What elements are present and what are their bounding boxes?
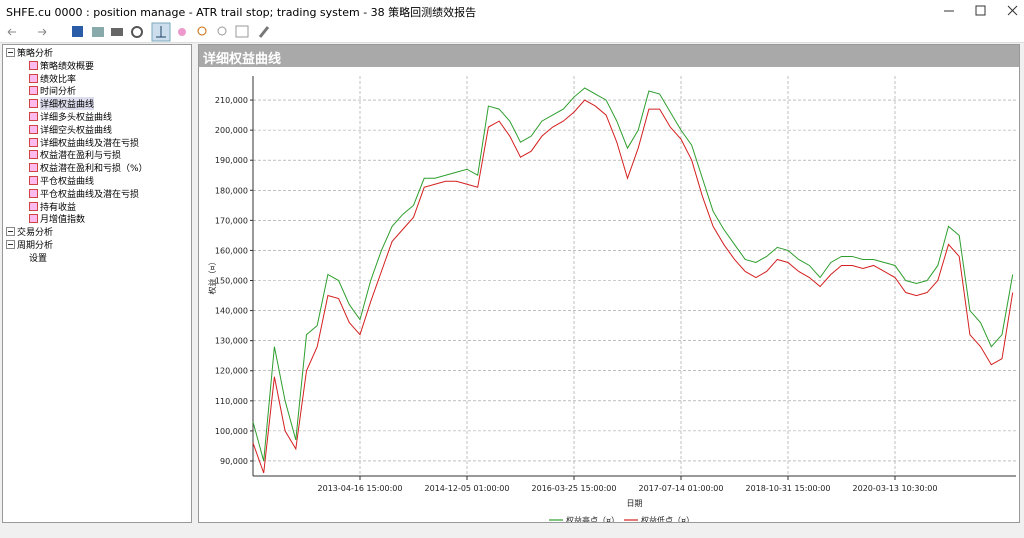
- crosshair-glyph: [156, 26, 166, 38]
- legend-label: 权益高点（¤）: [566, 515, 619, 522]
- y-tick-label: 150,000: [215, 277, 248, 286]
- series-line: [252, 99, 1014, 474]
- zoom-out[interactable]: [217, 26, 227, 36]
- x-tick-label: 2018-10-31 15:00:00: [746, 484, 831, 493]
- item-icon: [29, 176, 38, 185]
- zoom-reset[interactable]: [235, 25, 249, 38]
- y-tick-label: 210,000: [215, 96, 248, 105]
- window-title: SHFE.cu 0000 : position manage - ATR tra…: [6, 6, 477, 19]
- y-axis-label: 权益（¤）: [207, 257, 217, 294]
- item-icon: [29, 73, 38, 83]
- item-icon: [29, 214, 38, 224]
- panel-title: 详细权益曲线: [203, 52, 282, 67]
- print[interactable]: [111, 28, 123, 36]
- tree-item[interactable]: 详细多头权益曲线: [40, 113, 113, 123]
- tree-item[interactable]: 权益潜在盈利和亏损（%）: [40, 164, 148, 175]
- chart-style[interactable]: [258, 26, 270, 38]
- x-tick-label: 2016-03-25 15:00:00: [532, 484, 617, 493]
- toolbar: [0, 22, 1024, 43]
- item-icon: [29, 60, 38, 70]
- tree-item[interactable]: 详细权益曲线及潜在亏损: [40, 138, 140, 149]
- tree-item[interactable]: 平仓权益曲线: [40, 177, 95, 187]
- item-icon: [29, 86, 38, 96]
- y-tick-label: 180,000: [215, 186, 248, 195]
- legend-label: 权益低点（¤）: [641, 515, 694, 522]
- y-tick-label: 130,000: [215, 337, 248, 346]
- tree-item[interactable]: 持有收益: [40, 202, 77, 213]
- expander[interactable]: [6, 253, 13, 260]
- title-bar: SHFE.cu 0000 : position manage - ATR tra…: [0, 0, 1024, 22]
- expander-glyph: [8, 231, 13, 233]
- tree-item[interactable]: 月增值指数: [40, 215, 86, 226]
- x-tick-label: 2017-07-14 01:00:00: [639, 484, 724, 493]
- y-tick-label: 140,000: [215, 307, 248, 316]
- zoom-in[interactable]: [197, 26, 207, 36]
- item-icon: [29, 99, 38, 109]
- x-axis-label: 日期: [627, 499, 643, 508]
- expander[interactable]: [6, 227, 15, 237]
- y-tick-label: 100,000: [215, 427, 248, 436]
- expander-glyph: [8, 244, 13, 245]
- y-tick-label: 120,000: [215, 367, 248, 376]
- tree-item[interactable]: 详细空头权益曲线: [40, 125, 113, 136]
- item-icon: [29, 201, 38, 211]
- y-tick-label: 190,000: [215, 156, 248, 165]
- tree-item[interactable]: 绩效比率: [40, 74, 77, 85]
- settings[interactable]: [131, 26, 143, 38]
- window-controls: [944, 5, 1018, 16]
- item-icon: [29, 137, 38, 147]
- item-icon: [29, 163, 38, 173]
- series-line: [252, 87, 1014, 462]
- tree-panel: 策略分析策略绩效概要 绩效比率时间分析 详细权益曲线详细多头权益曲线 详细空头权益曲线…: [2, 44, 192, 523]
- tree-group[interactable]: 交易分析: [17, 228, 54, 239]
- tree-item[interactable]: 权益潜在盈利与亏损: [40, 151, 122, 162]
- toolbar-icons: [7, 22, 270, 42]
- x-tick-label: 2020-03-13 10:30:00: [853, 484, 938, 493]
- item-icon: [29, 112, 38, 121]
- tree-item[interactable]: 时间分析: [40, 87, 77, 98]
- close[interactable]: [1007, 5, 1018, 16]
- forward[interactable]: [38, 28, 47, 36]
- y-tick-label: 160,000: [215, 246, 248, 255]
- x-tick-label: 2013-04-16 15:00:00: [318, 484, 403, 493]
- tree-group[interactable]: 周期分析: [17, 241, 54, 251]
- y-tick-label: 110,000: [215, 397, 248, 406]
- y-tick-label: 170,000: [215, 216, 248, 225]
- item-icon: [29, 188, 38, 198]
- maximize[interactable]: [975, 5, 986, 16]
- tree-group[interactable]: 设置: [29, 253, 48, 264]
- tree-group[interactable]: 策略分析: [17, 49, 54, 59]
- y-tick-label: 90,000: [220, 457, 248, 466]
- chart-panel: 详细权益曲线 90,000 100,000 110,000 120,000 130,00…: [198, 44, 1020, 523]
- save[interactable]: [72, 26, 83, 37]
- chart: 90,000 100,000 110,000 120,000 130,000 140,00…: [207, 76, 1016, 522]
- back[interactable]: [7, 28, 16, 36]
- expander-glyph: [8, 52, 13, 53]
- item-icon: [29, 150, 38, 160]
- tree-item[interactable]: 平仓权益曲线及潜在亏损: [40, 189, 140, 200]
- expander[interactable]: [6, 240, 15, 249]
- tree-item[interactable]: 策略绩效概要: [40, 61, 95, 72]
- export[interactable]: [92, 27, 104, 37]
- expander[interactable]: [6, 48, 15, 57]
- pan[interactable]: [178, 28, 186, 36]
- item-icon: [29, 124, 38, 134]
- x-tick-label: 2014-12-05 01:00:00: [425, 484, 510, 493]
- y-tick-label: 200,000: [215, 126, 248, 135]
- panel-header: 详细权益曲线: [199, 45, 1019, 67]
- tree-item[interactable]: 详细权益曲线: [40, 97, 95, 111]
